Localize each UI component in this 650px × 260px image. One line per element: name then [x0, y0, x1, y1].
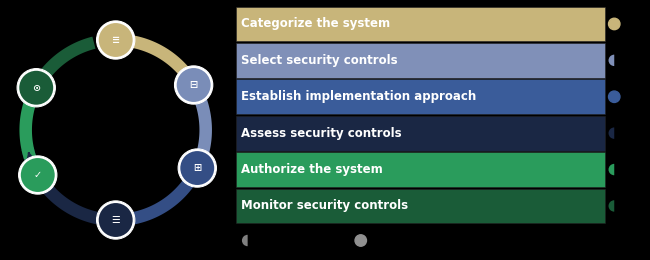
Text: Monitor security controls: Monitor security controls — [241, 199, 408, 212]
Bar — [236, 152, 604, 187]
Bar — [236, 116, 604, 151]
Text: ☰: ☰ — [111, 215, 120, 225]
Wedge shape — [608, 200, 614, 212]
Text: Assess security controls: Assess security controls — [241, 127, 402, 140]
Wedge shape — [242, 235, 248, 246]
Circle shape — [608, 91, 620, 102]
Text: ⊙: ⊙ — [32, 83, 40, 93]
Text: Categorize the system: Categorize the system — [241, 17, 390, 30]
Circle shape — [97, 201, 135, 239]
Wedge shape — [608, 127, 614, 139]
Text: Authorize the system: Authorize the system — [241, 163, 383, 176]
Wedge shape — [608, 55, 614, 66]
Circle shape — [18, 69, 55, 107]
Circle shape — [18, 70, 54, 106]
Bar — [236, 188, 604, 223]
Bar — [236, 43, 604, 78]
Circle shape — [176, 67, 212, 103]
Circle shape — [179, 150, 215, 186]
Text: ⊟: ⊟ — [190, 80, 198, 90]
Text: Establish implementation approach: Establish implementation approach — [241, 90, 476, 103]
Circle shape — [19, 156, 57, 194]
Circle shape — [97, 21, 135, 59]
Circle shape — [608, 18, 620, 30]
Text: ⊞: ⊞ — [193, 163, 202, 173]
Circle shape — [98, 202, 134, 238]
Circle shape — [98, 22, 134, 58]
Circle shape — [175, 66, 213, 104]
Circle shape — [355, 235, 367, 246]
Text: Select security controls: Select security controls — [241, 54, 398, 67]
Bar — [236, 6, 604, 41]
Bar — [236, 79, 604, 114]
Text: ✓: ✓ — [34, 170, 42, 180]
Circle shape — [20, 157, 56, 193]
Wedge shape — [608, 164, 614, 175]
Circle shape — [178, 149, 216, 187]
Text: ≡: ≡ — [112, 35, 120, 45]
